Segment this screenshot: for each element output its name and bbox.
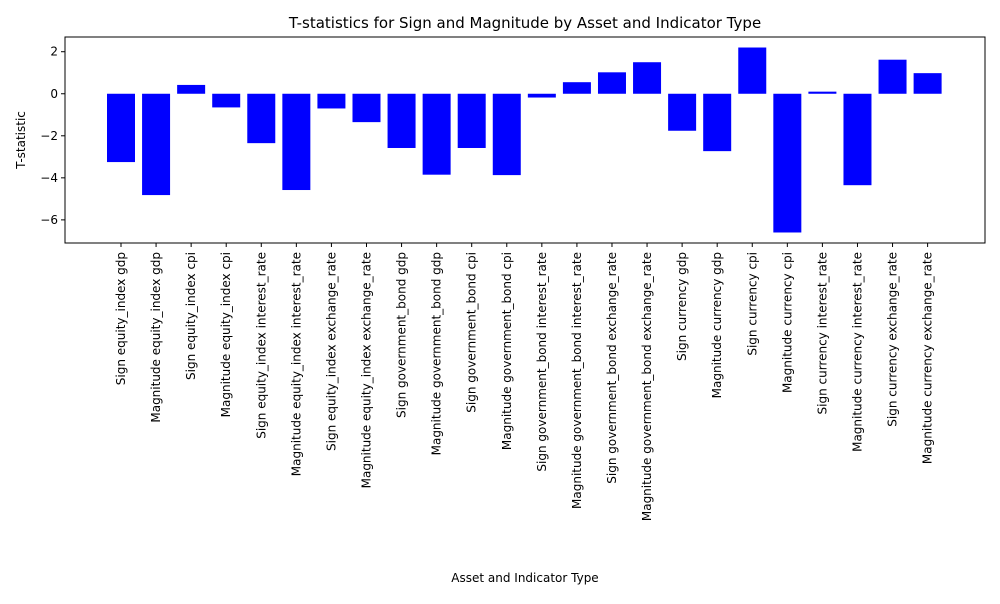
x-tick-label: Sign government_bond interest_rate	[535, 252, 549, 472]
x-tick-label: Sign currency interest_rate	[815, 252, 829, 415]
y-axis-label: T-statistic	[14, 111, 28, 170]
bars-group	[107, 47, 942, 233]
bar	[142, 93, 171, 196]
bar	[177, 84, 206, 94]
x-tick-label: Sign government_bond gdp	[395, 252, 409, 418]
bar	[352, 93, 381, 123]
x-tick-label: Sign equity_index exchange_rate	[324, 252, 338, 451]
x-tick-label: Sign equity_index gdp	[114, 252, 128, 385]
y-tick-label: −2	[40, 129, 58, 143]
x-tick-label: Magnitude currency interest_rate	[850, 252, 864, 452]
bar	[212, 93, 241, 108]
x-tick-label: Magnitude currency gdp	[710, 252, 724, 398]
x-tick-label: Magnitude currency cpi	[780, 252, 794, 393]
y-axis: −6 −4 −2 0 2	[40, 45, 65, 227]
bar	[703, 93, 732, 152]
x-tick-label: Sign currency gdp	[675, 252, 689, 361]
x-tick-label: Magnitude government_bond interest_rate	[570, 252, 584, 509]
x-axis-label: Asset and Indicator Type	[451, 571, 598, 585]
y-tick-label: −6	[40, 213, 58, 227]
bar	[422, 93, 451, 175]
x-tick-label: Magnitude government_bond exchange_rate	[640, 252, 654, 521]
bar	[317, 93, 346, 109]
y-tick-label: 0	[50, 87, 58, 101]
bar	[913, 73, 942, 94]
x-tick-label: Magnitude currency exchange_rate	[921, 252, 935, 464]
bar	[668, 93, 697, 131]
x-tick-label: Magnitude government_bond cpi	[500, 252, 514, 450]
bar	[527, 93, 556, 98]
x-tick-label: Sign equity_index interest_rate	[254, 252, 268, 439]
bar	[773, 93, 802, 233]
bar	[492, 93, 521, 176]
bar	[597, 72, 626, 94]
x-tick-label: Sign government_bond exchange_rate	[605, 252, 619, 484]
bar	[738, 47, 767, 94]
bar	[387, 93, 416, 148]
plot-frame	[64, 36, 986, 244]
bar	[808, 91, 837, 94]
bar	[843, 93, 872, 186]
bar	[247, 93, 276, 144]
x-tick-label: Magnitude equity_index cpi	[219, 252, 233, 417]
x-tick-label: Sign government_bond cpi	[465, 252, 479, 413]
x-tick-label: Magnitude equity_index exchange_rate	[359, 252, 373, 488]
x-tick-label: Magnitude equity_index interest_rate	[289, 252, 303, 476]
y-tick-label: −4	[40, 171, 58, 185]
x-tick-label: Sign currency exchange_rate	[886, 252, 900, 427]
x-tick-label: Sign equity_index cpi	[184, 252, 198, 380]
x-tick-label: Sign currency cpi	[745, 252, 759, 356]
x-axis: Sign equity_index gdp Magnitude equity_in…	[114, 243, 935, 521]
x-tick-label: Magnitude equity_index gdp	[149, 252, 163, 423]
bar	[457, 93, 486, 148]
bar	[282, 93, 311, 191]
bar	[633, 62, 662, 94]
x-tick-label: Magnitude government_bond gdp	[430, 252, 444, 455]
bar	[562, 82, 591, 94]
chart-title: T-statistics for Sign and Magnitude by A…	[288, 14, 761, 32]
bar	[878, 59, 907, 94]
y-tick-label: 2	[50, 45, 58, 59]
bar	[107, 93, 135, 163]
